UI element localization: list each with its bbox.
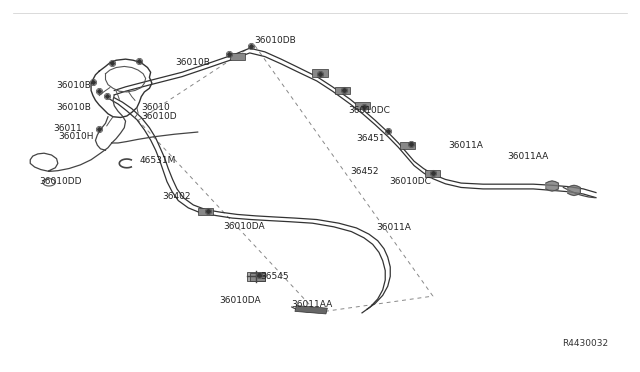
Text: 36010DC: 36010DC: [348, 106, 390, 115]
Text: 36452: 36452: [350, 167, 379, 176]
Text: 36010: 36010: [141, 103, 170, 112]
Text: 36011AA: 36011AA: [292, 300, 333, 309]
Text: 36010H: 36010H: [58, 132, 93, 141]
Text: 36010B: 36010B: [56, 103, 92, 112]
Text: 36011A: 36011A: [449, 141, 483, 150]
Text: 36545: 36545: [260, 272, 289, 281]
FancyBboxPatch shape: [400, 141, 415, 149]
Text: 36010DD: 36010DD: [40, 177, 82, 186]
FancyBboxPatch shape: [426, 170, 440, 177]
Text: 36010DC: 36010DC: [389, 177, 431, 186]
FancyBboxPatch shape: [312, 69, 328, 77]
FancyBboxPatch shape: [230, 52, 244, 60]
FancyBboxPatch shape: [335, 87, 350, 94]
Text: 36011: 36011: [54, 124, 82, 133]
Bar: [295, 306, 328, 314]
Text: 36010B: 36010B: [56, 81, 92, 90]
Text: 36451: 36451: [356, 134, 385, 143]
FancyBboxPatch shape: [247, 272, 265, 281]
Polygon shape: [568, 185, 580, 195]
Text: 46531M: 46531M: [140, 156, 177, 165]
Text: 36402: 36402: [162, 192, 191, 201]
Text: 36010DA: 36010DA: [223, 222, 264, 231]
Polygon shape: [546, 181, 558, 191]
FancyBboxPatch shape: [355, 102, 370, 109]
FancyBboxPatch shape: [250, 273, 265, 281]
Text: 36010D: 36010D: [141, 112, 177, 121]
Text: 36011AA: 36011AA: [507, 152, 548, 161]
Text: 36010B: 36010B: [176, 58, 211, 67]
Text: R4430032: R4430032: [563, 339, 609, 348]
Text: 36011A: 36011A: [376, 224, 412, 232]
Text: 36010DB: 36010DB: [254, 36, 296, 45]
Text: 36010DA: 36010DA: [220, 296, 261, 305]
FancyBboxPatch shape: [198, 208, 213, 215]
